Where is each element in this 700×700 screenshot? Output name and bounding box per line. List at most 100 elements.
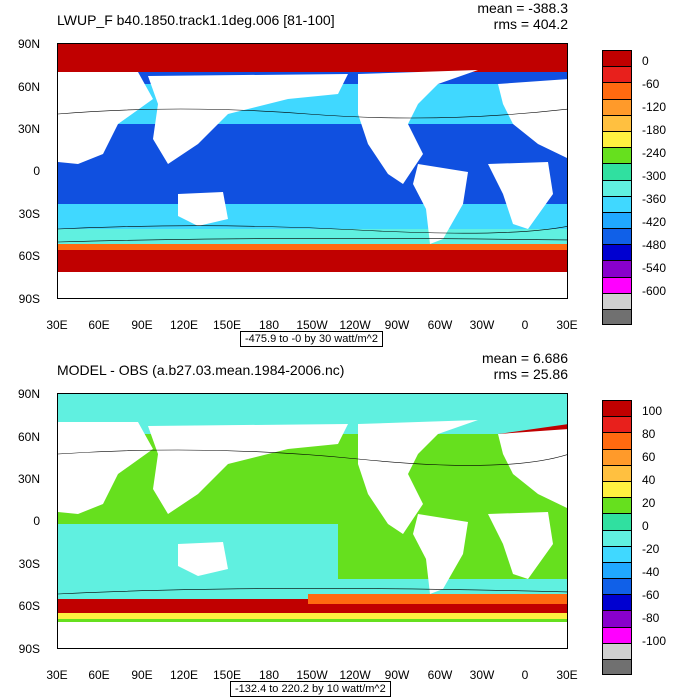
rms-value: rms = 25.86	[493, 366, 568, 382]
lon-label: 180	[258, 668, 280, 682]
colorbar-label: -540	[642, 261, 667, 276]
colorbar-label: -100	[642, 633, 667, 648]
colorbar-swatch	[602, 626, 632, 643]
colorbar-swatch	[602, 497, 632, 514]
lon-label: 30E	[556, 668, 578, 682]
contour-range-note: -475.9 to -0 by 30 watt/m^2	[240, 331, 383, 347]
lon-label: 90E	[131, 318, 153, 332]
colorbar-swatch	[602, 260, 632, 277]
colorbar-label: -20	[642, 542, 660, 557]
lon-label: 150E	[212, 318, 242, 332]
colorbar-swatch	[602, 400, 632, 417]
lon-label: 30W	[469, 318, 495, 332]
colorbar-swatch	[602, 480, 632, 498]
lon-label: 90E	[131, 668, 153, 682]
lat-label: 0	[33, 164, 40, 178]
lon-label: 60E	[88, 318, 110, 332]
lon-label: 30E	[556, 318, 578, 332]
colorbar-swatch	[602, 276, 632, 293]
lat-label: 60N	[17, 430, 40, 444]
lon-label: 30E	[46, 668, 68, 682]
colorbar-swatch	[602, 578, 632, 595]
colorbar-swatch	[602, 50, 632, 67]
lon-label: 150E	[212, 668, 242, 682]
colorbar-swatch	[602, 228, 632, 245]
lat-label: 90N	[17, 387, 40, 401]
colorbar-swatch	[602, 66, 632, 83]
colorbar-swatch	[602, 416, 632, 433]
panel-lwup: LWUP_F b40.1850.track1.1deg.006 [81-100]…	[17, 0, 667, 347]
lat-label: 90S	[18, 642, 40, 656]
colorbar-swatch	[602, 659, 632, 676]
map-plot	[57, 393, 568, 649]
lon-label: 120W	[339, 318, 371, 332]
colorbar-label: -180	[642, 123, 667, 138]
lon-label: 30W	[469, 668, 495, 682]
lon-label: 120W	[339, 668, 371, 682]
colorbar-label: 40	[642, 473, 656, 488]
lat-label: 60N	[17, 80, 40, 94]
colorbar-label: 80	[642, 427, 656, 442]
lat-label: 30S	[18, 557, 40, 571]
colorbar-swatch	[602, 513, 632, 530]
lat-label: 90S	[18, 292, 40, 306]
lat-label: 30N	[17, 122, 40, 136]
colorbar-label: -420	[642, 215, 667, 230]
colorbar-swatch	[602, 432, 632, 449]
mean-value: mean = 6.686	[481, 350, 568, 366]
rms-value: rms = 404.2	[493, 16, 568, 32]
colorbar-swatch	[602, 211, 632, 229]
colorbar-label: -60	[642, 77, 660, 92]
colorbar-label: 60	[642, 450, 656, 465]
colorbar-label: -480	[642, 238, 667, 253]
colorbar-swatch	[602, 292, 632, 309]
lon-label: 90W	[384, 668, 410, 682]
colorbar-swatch	[602, 464, 632, 481]
colorbar-swatch	[602, 163, 632, 180]
colorbar-swatch	[602, 244, 632, 261]
colorbar-label: 0	[642, 519, 649, 534]
lon-label: 30E	[46, 318, 68, 332]
colorbar-label: -600	[642, 283, 667, 298]
lon-label: 0	[521, 668, 529, 682]
lon-label: 120E	[169, 668, 199, 682]
lon-label: 150W	[296, 318, 328, 332]
colorbar-label: 100	[642, 404, 663, 419]
panel-title: MODEL - OBS (a.b27.03.mean.1984-2006.nc)	[57, 362, 345, 378]
colorbar-label: -120	[642, 100, 667, 115]
colorbar-swatch	[602, 309, 632, 326]
lon-label: 180	[258, 318, 280, 332]
lat-label: 30S	[18, 207, 40, 221]
lat-label: 90N	[17, 37, 40, 51]
lon-label: 60W	[427, 318, 453, 332]
colorbar-label: -300	[642, 169, 667, 184]
colorbar-label: -360	[642, 192, 667, 207]
colorbar-swatch	[602, 610, 632, 627]
lat-label: 60S	[18, 599, 40, 613]
colorbar-label: -40	[642, 565, 660, 580]
colorbar	[602, 50, 632, 326]
lat-label: 0	[33, 514, 40, 528]
colorbar-swatch	[602, 545, 632, 562]
colorbar-swatch	[602, 561, 632, 579]
colorbar-swatch	[602, 448, 632, 465]
panel-title: LWUP_F b40.1850.track1.1deg.006 [81-100]	[57, 12, 335, 28]
colorbar-swatch	[602, 195, 632, 212]
lon-label: 60E	[88, 668, 110, 682]
map-plot	[57, 43, 568, 299]
lon-label: 60W	[427, 668, 453, 682]
lon-label: 120E	[169, 318, 199, 332]
colorbar-label: -240	[642, 146, 667, 161]
colorbar-label: -60	[642, 588, 660, 603]
colorbar-label: 20	[642, 496, 656, 511]
colorbar-swatch	[602, 179, 632, 196]
colorbar-swatch	[602, 98, 632, 115]
panel-model-minus-obs: MODEL - OBS (a.b27.03.mean.1984-2006.nc)…	[0, 350, 700, 700]
colorbar-swatch	[602, 114, 632, 131]
mean-value: mean = -388.3	[477, 0, 568, 16]
lon-label: 90W	[384, 318, 410, 332]
colorbar-swatch	[602, 82, 632, 99]
lon-label: 0	[521, 318, 529, 332]
colorbar-swatch	[602, 147, 632, 164]
lat-label: 30N	[17, 472, 40, 486]
